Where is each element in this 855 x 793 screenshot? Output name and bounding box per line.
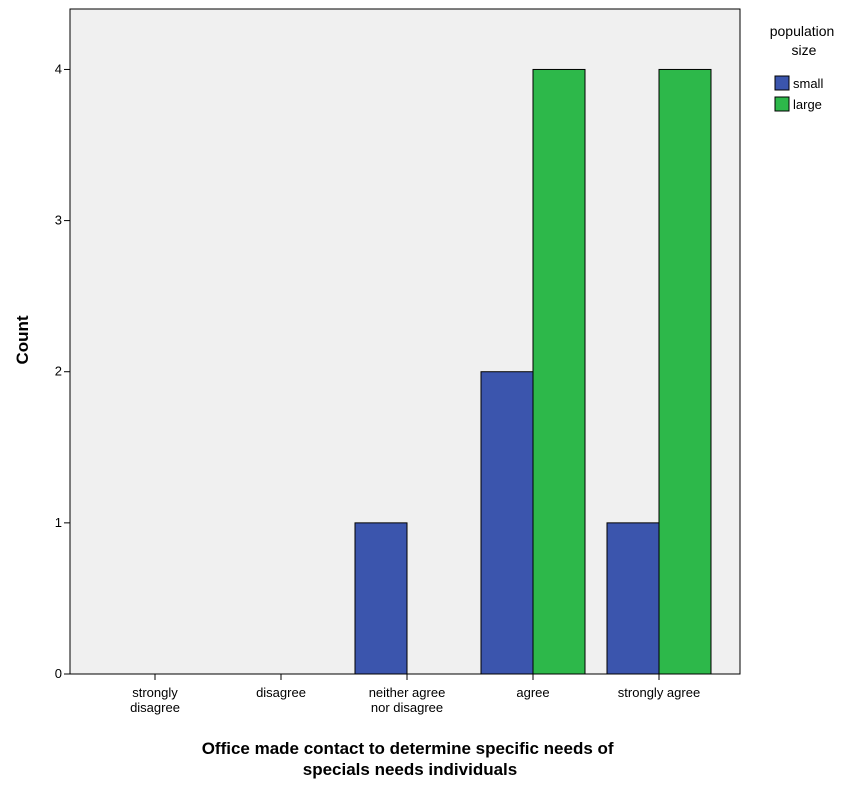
x-tick-label-line: nor disagree — [371, 700, 443, 715]
legend-title-line-1: population — [770, 23, 835, 39]
x-tick-label: strongly agree — [618, 685, 700, 700]
legend-swatch-small — [774, 75, 790, 91]
legend: population size small large — [770, 23, 839, 112]
bar-small — [354, 522, 408, 675]
y-axis: 0 1 2 3 4 — [55, 61, 70, 681]
x-tick-label-line: disagree — [256, 685, 306, 700]
x-axis-title-line-2: specials needs individuals — [303, 760, 517, 779]
y-axis-title: Count — [13, 315, 32, 364]
x-tick-label-line: neither agree — [369, 685, 446, 700]
x-tick-label-line: agree — [516, 685, 549, 700]
x-tick-label-line: strongly agree — [618, 685, 700, 700]
bar-large — [532, 68, 586, 675]
y-tick-label: 1 — [55, 515, 62, 530]
bar-small — [606, 522, 660, 675]
legend-title: population size — [770, 23, 839, 58]
x-tick-label: strongly disagree — [130, 685, 180, 715]
x-tick-label: agree — [516, 685, 549, 700]
x-tick-label: neither agree nor disagree — [369, 685, 446, 715]
legend-title-line-2: size — [792, 42, 817, 58]
y-tick-label: 0 — [55, 666, 62, 681]
bars-group — [354, 68, 712, 675]
x-tick-label: disagree — [256, 685, 306, 700]
legend-swatch-large — [774, 96, 790, 112]
bar-small — [480, 371, 534, 675]
x-axis-title: Office made contact to determine specifi… — [202, 739, 619, 779]
bar-large — [658, 68, 712, 675]
y-tick-label: 2 — [55, 364, 62, 379]
x-axis-title-line-1: Office made contact to determine specifi… — [202, 739, 614, 758]
y-tick-label: 4 — [55, 61, 62, 76]
legend-label-small: small — [793, 76, 823, 91]
x-tick-label-line: disagree — [130, 700, 180, 715]
y-tick-label: 3 — [55, 213, 62, 228]
legend-label-large: large — [793, 97, 822, 112]
x-tick-label-line: strongly — [132, 685, 178, 700]
